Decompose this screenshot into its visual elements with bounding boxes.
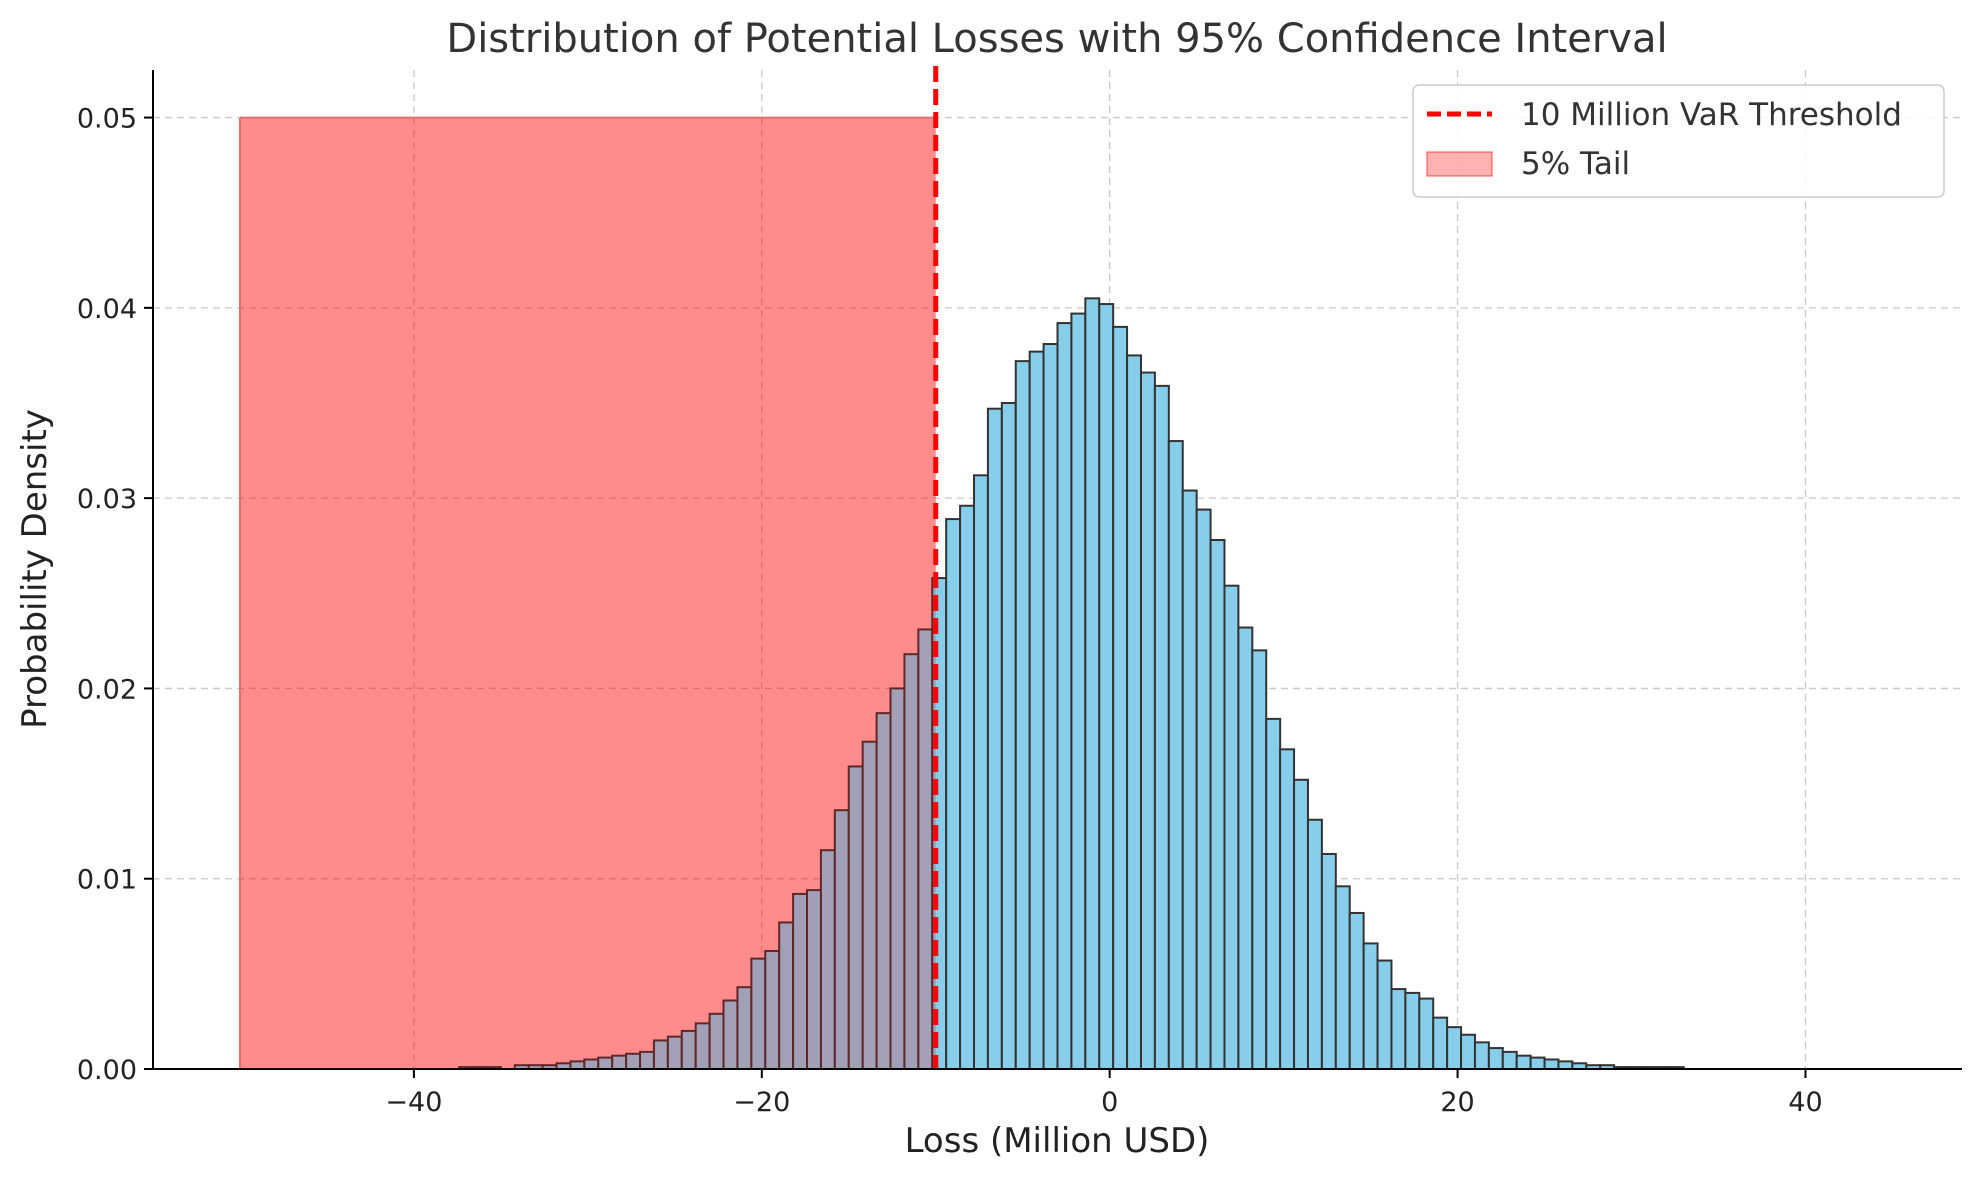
legend-box — [1412, 84, 1945, 198]
axis-ticks: −40 −20 0 20 40 0.00 0.01 0.02 0.03 0.04 0.05 — [77, 104, 1823, 1118]
x-tick-label: −40 — [385, 1087, 442, 1118]
histogram-bar — [1084, 297, 1101, 1071]
histogram-bar — [1320, 852, 1337, 1071]
legend-tail-label: 5% Tail — [1521, 146, 1630, 182]
histogram-bar — [1000, 402, 1017, 1070]
histogram-bar — [1557, 1060, 1574, 1070]
histogram-bar — [959, 504, 976, 1070]
histogram-bar — [1237, 626, 1254, 1071]
histogram-bar — [1334, 885, 1351, 1071]
x-axis-label: Loss (Million USD) — [905, 1121, 1210, 1161]
histogram-bar — [1042, 343, 1059, 1070]
legend-var-label: 10 Million VaR Threshold — [1521, 97, 1902, 133]
y-tick-label: 0.03 — [77, 484, 137, 515]
histogram-bar — [1404, 991, 1421, 1071]
histogram-bar — [1209, 539, 1226, 1070]
histogram-bars — [458, 297, 1685, 1071]
histogram-bar — [1265, 717, 1282, 1070]
chart-title: Distribution of Potential Losses with 95… — [446, 16, 1667, 62]
histogram-bar — [973, 474, 989, 1070]
histogram-bar — [1529, 1056, 1546, 1071]
histogram-bar — [1126, 354, 1142, 1070]
histogram-bar — [1139, 371, 1156, 1071]
legend-tail-swatch — [1426, 151, 1493, 177]
histogram-bar — [1056, 322, 1073, 1070]
histogram-bar — [1098, 303, 1115, 1070]
histogram-bar — [1181, 489, 1198, 1070]
tail-region-overlay — [239, 117, 936, 1070]
histogram-bar — [1293, 778, 1309, 1070]
y-tick-label: 0.05 — [77, 104, 137, 135]
x-tick-label: 20 — [1440, 1087, 1474, 1118]
histogram-bar — [1167, 440, 1184, 1070]
y-tick-label: 0.04 — [77, 294, 137, 325]
histogram-bar — [1279, 748, 1296, 1070]
y-tick-label: 0.00 — [77, 1055, 137, 1086]
histogram-bar — [1028, 350, 1045, 1070]
histogram-bar — [1362, 942, 1379, 1071]
histogram-bar — [1473, 1041, 1490, 1070]
x-tick-label: 0 — [1101, 1087, 1118, 1118]
histogram-bar — [1070, 312, 1087, 1070]
legend: 10 Million VaR Threshold 5% Tail — [1412, 84, 1945, 198]
histogram-bar — [1418, 997, 1435, 1071]
histogram-bar — [1432, 1016, 1449, 1071]
histogram-bar — [1390, 988, 1407, 1071]
histogram-bar — [1153, 384, 1170, 1071]
x-tick-label: 40 — [1788, 1087, 1822, 1118]
histogram-bar — [1014, 360, 1031, 1070]
histogram-bar — [1460, 1033, 1476, 1070]
histogram-bar — [1223, 584, 1240, 1070]
y-axis-label: Probability Density — [15, 409, 55, 729]
histogram-bar — [1306, 818, 1323, 1070]
x-tick-label: −20 — [733, 1087, 790, 1118]
histogram-bar — [1446, 1026, 1463, 1070]
histogram-bar — [1487, 1047, 1504, 1071]
histogram-bar — [1543, 1058, 1560, 1071]
histogram-bar — [1515, 1054, 1532, 1071]
histogram-bar — [1501, 1050, 1518, 1070]
y-tick-label: 0.02 — [77, 674, 137, 705]
histogram-bar — [1195, 508, 1212, 1070]
histogram-bar — [986, 407, 1003, 1070]
y-tick-label: 0.01 — [77, 865, 137, 896]
histogram-bar — [1348, 911, 1365, 1070]
histogram-bar — [1251, 649, 1268, 1070]
histogram-bar — [1376, 959, 1393, 1071]
histogram-bar — [945, 518, 962, 1070]
tail-overlay-layer — [238, 116, 936, 1070]
histogram-bar — [1112, 325, 1129, 1070]
